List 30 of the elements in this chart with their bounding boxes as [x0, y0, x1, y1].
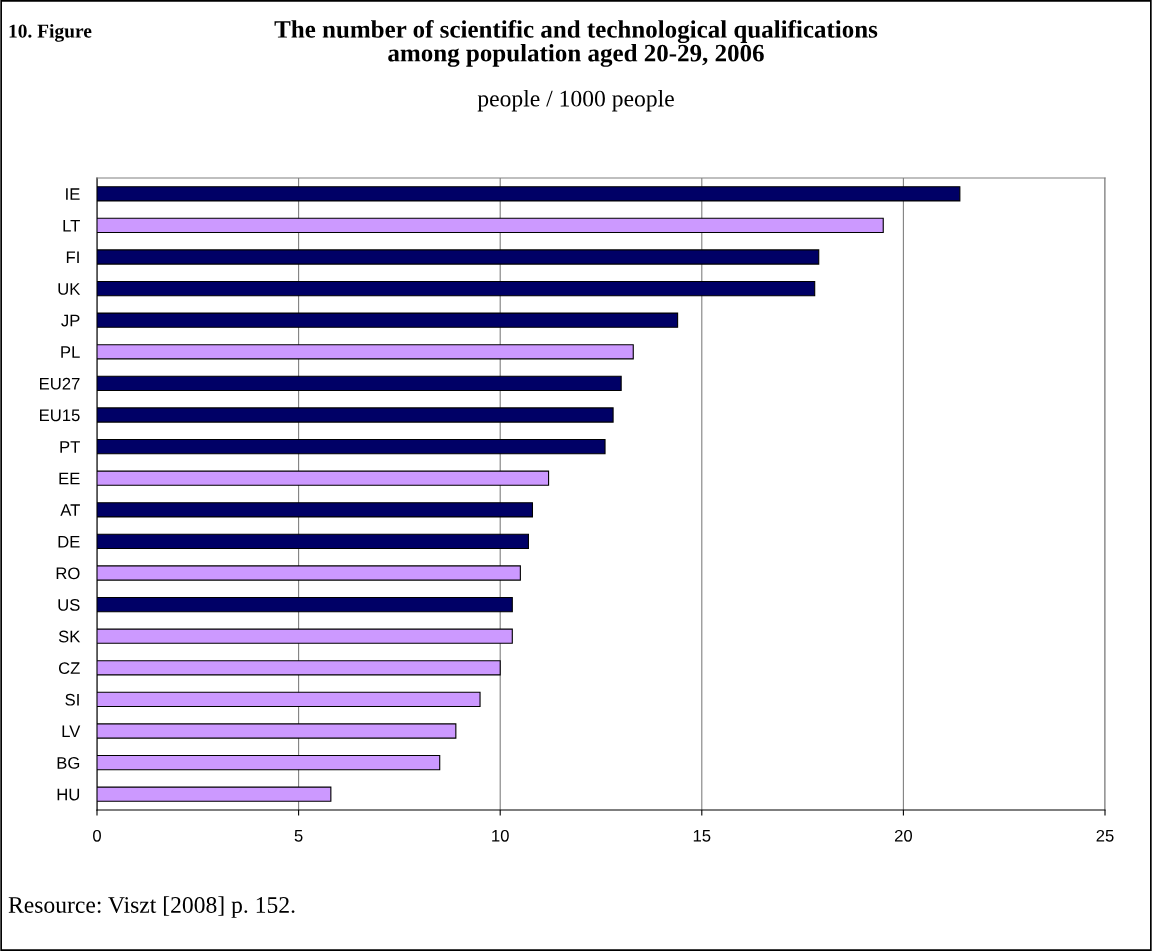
- x-tick-label: 25: [1096, 829, 1114, 842]
- y-tick-label: PT: [60, 441, 80, 453]
- x-tick-label: 15: [693, 830, 711, 842]
- y-tick-label: AT: [60, 504, 80, 516]
- y-tick-label: SI: [65, 693, 79, 706]
- y-tick-label: LV: [62, 725, 81, 738]
- y-tick-label: EE: [59, 472, 80, 485]
- text: Resource: Viszt [2008] p. 152.: [8, 896, 295, 918]
- y-tick-label: SK: [58, 630, 81, 643]
- x-tick-label: 5: [294, 830, 303, 842]
- y-tick-label: JP: [61, 314, 80, 327]
- y-tick-label: DE: [58, 535, 80, 548]
- y-tick-label: PL: [61, 346, 80, 358]
- y-tick-label: EU15: [40, 409, 80, 422]
- chart-subtitle: people / 1000 people: [477, 90, 674, 112]
- x-tick-label: 0: [93, 829, 101, 842]
- y-tick-label: IE: [66, 188, 80, 200]
- y-tick-label: RO: [56, 567, 80, 580]
- x-tick-label: 20: [894, 829, 913, 842]
- y-tick-label: LT: [63, 219, 80, 232]
- y-tick-label: FI: [66, 251, 79, 264]
- y-tick-label: BG: [57, 757, 80, 769]
- y-tick-label: CZ: [58, 662, 80, 674]
- y-tick-label: EU27: [40, 377, 80, 390]
- text: 10. Figure: [9, 24, 92, 42]
- y-tick-label: US: [58, 599, 80, 611]
- y-tick-label: UK: [58, 283, 81, 295]
- x-tick-label: 10: [492, 829, 509, 842]
- chart-title: The number of scientific and technological qualifications among population aged 20-29, 2006: [274, 20, 878, 67]
- y-tick-label: HU: [57, 788, 80, 801]
